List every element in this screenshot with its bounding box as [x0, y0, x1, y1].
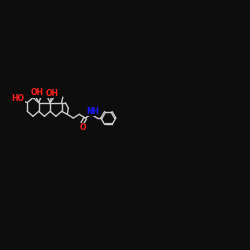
Text: O: O [80, 123, 86, 132]
Text: NH: NH [86, 107, 99, 116]
Text: OH: OH [31, 88, 44, 97]
Text: HO: HO [11, 94, 24, 104]
Text: OH: OH [46, 89, 59, 98]
